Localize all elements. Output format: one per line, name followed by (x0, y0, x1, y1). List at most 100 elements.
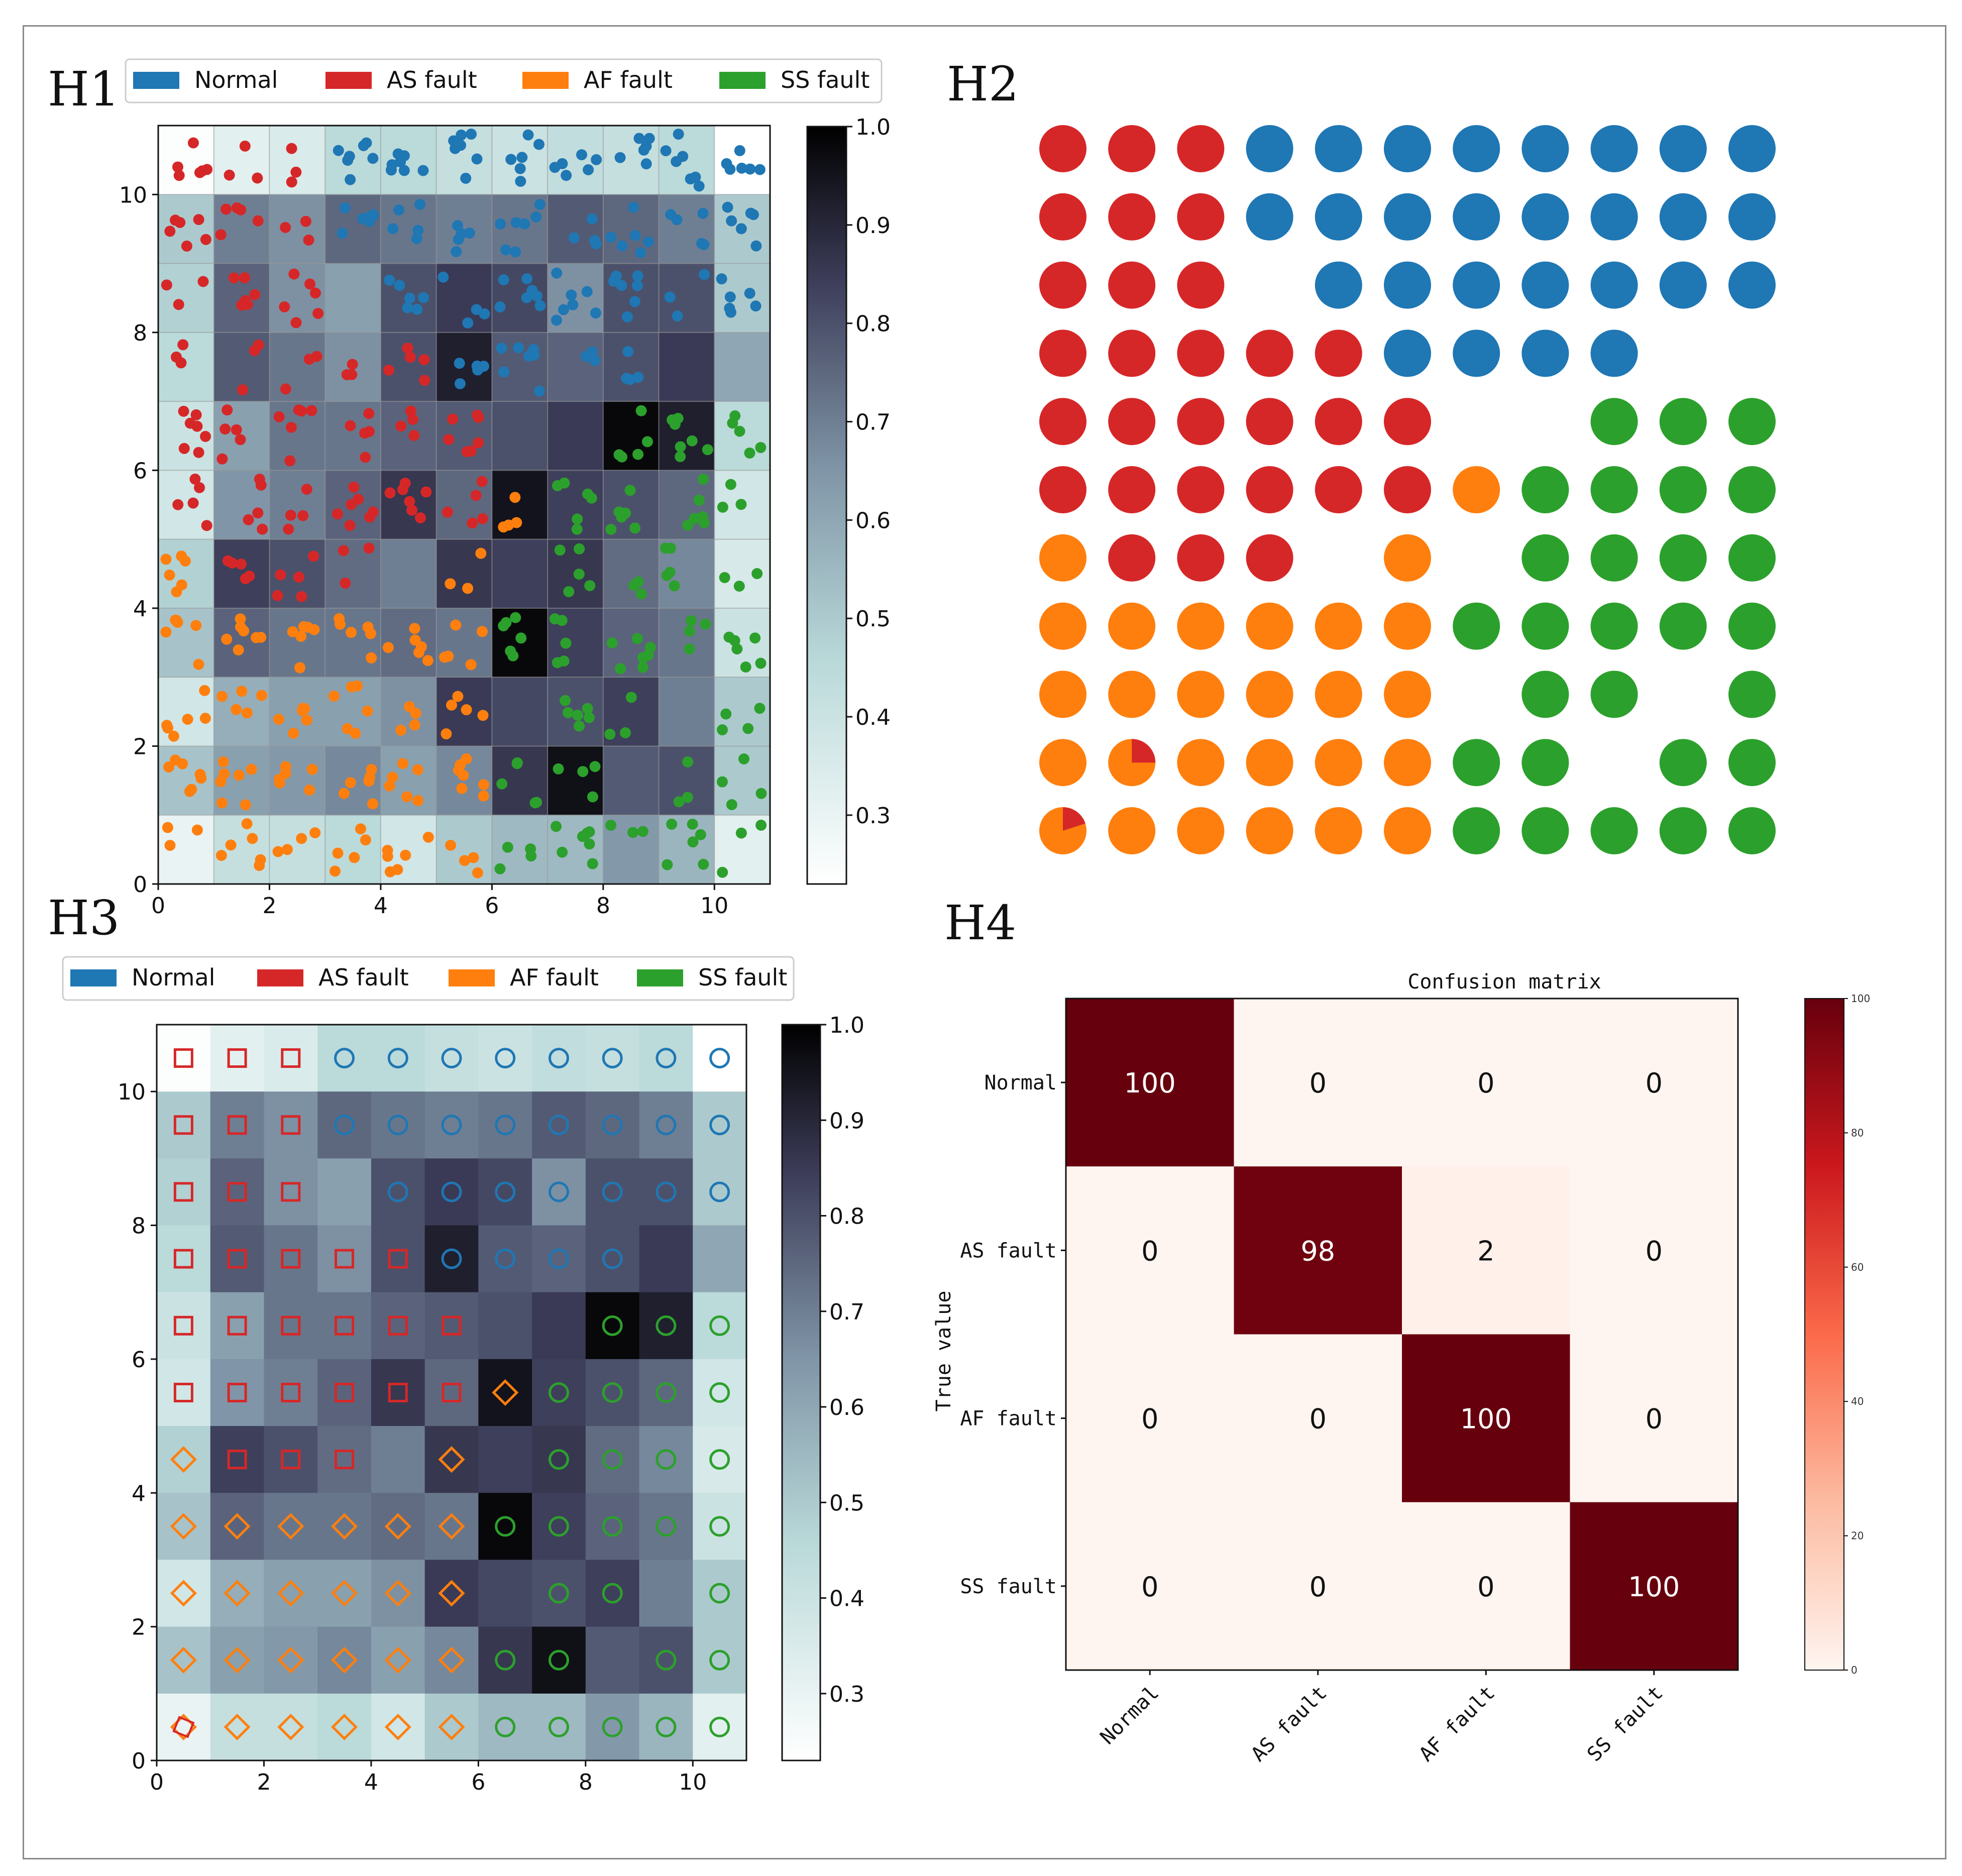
sample-point (698, 269, 710, 280)
sample-point (624, 485, 636, 496)
legend-box (125, 58, 883, 103)
chart-h3: 0 2 4 6 8 10 0 2 4 6 8 10 0.3 0.4 0.5 0.6 0.7 0.8 0.9 1.0 (118, 1013, 864, 1795)
cm-value: 0 (1646, 1235, 1663, 1267)
umatrix-cell (157, 1091, 211, 1159)
sample-point (367, 153, 379, 164)
figure-frame (23, 25, 1946, 1859)
umatrix-cell (603, 539, 660, 609)
class-node-normal (1384, 193, 1431, 241)
sample-point (581, 286, 593, 297)
y-tick-label: 4 (132, 1481, 146, 1506)
sample-point (272, 846, 284, 857)
sample-point (350, 727, 361, 739)
marker-square (388, 1315, 408, 1336)
legend-swatch (522, 72, 569, 89)
marker-square (173, 1182, 193, 1202)
sample-point (734, 145, 745, 156)
sample-point (515, 632, 527, 644)
marker-circle (656, 1115, 677, 1136)
marker-circle (656, 1315, 677, 1336)
marker-circle (709, 1181, 730, 1202)
sample-point (194, 768, 206, 780)
sample-point (221, 203, 232, 215)
sample-point (348, 481, 360, 493)
sample-point (664, 291, 676, 303)
cm-colorbar-tick-label: 0 (1851, 1664, 1858, 1676)
sample-point (450, 619, 462, 631)
cm-value: 0 (1141, 1403, 1158, 1435)
cm-colorbar-tick-label: 20 (1851, 1530, 1864, 1542)
sample-point (467, 517, 478, 529)
class-node-as-fault (1108, 398, 1156, 446)
sample-point (744, 447, 755, 459)
umatrix-cell (264, 1626, 318, 1694)
sample-point (303, 234, 314, 246)
umatrix-cell (158, 608, 214, 678)
panel-label-h1: H1 (48, 62, 120, 117)
sample-point (257, 523, 268, 535)
sample-point (635, 588, 647, 600)
sample-point (235, 434, 246, 446)
marker-diamond (277, 1580, 304, 1607)
class-node-ss-fault (1728, 602, 1776, 650)
umatrix-cell (639, 1626, 693, 1694)
sample-point (605, 523, 617, 535)
umatrix-cell (693, 1225, 747, 1293)
sample-point (496, 778, 508, 790)
sample-point (297, 510, 309, 521)
umatrix-cell (317, 1025, 372, 1092)
sample-point (231, 704, 242, 715)
class-node-ss-fault (1659, 534, 1707, 582)
x-tick-label: 0 (150, 1770, 164, 1795)
umatrix-cell (371, 1359, 425, 1426)
class-node-as-fault (1177, 398, 1225, 446)
class-node-normal (1453, 193, 1500, 241)
umatrix-cell (585, 1626, 640, 1694)
sample-point (616, 240, 628, 252)
sample-point (697, 207, 709, 219)
sample-point (747, 209, 759, 220)
sample-point (419, 375, 430, 386)
class-node-af-fault (1039, 671, 1086, 718)
sample-point (458, 769, 469, 781)
class-node-normal (1659, 193, 1707, 241)
sample-point (717, 866, 728, 878)
cm-value: 0 (1646, 1067, 1663, 1099)
cm-cell (1570, 999, 1738, 1167)
sample-point (736, 162, 747, 174)
sample-point (193, 214, 204, 226)
colorbar-tick-label: 0.4 (829, 1586, 864, 1612)
marker-circle (602, 1516, 623, 1537)
umatrix-cell (585, 1158, 640, 1226)
sample-point (384, 780, 395, 792)
sample-point (402, 302, 413, 313)
sample-point (344, 520, 356, 531)
sample-point (494, 863, 506, 874)
class-node-af-fault (1453, 466, 1500, 513)
y-tick-label: 10 (119, 182, 147, 208)
class-node-ss-fault (1728, 466, 1776, 513)
sample-point (726, 215, 737, 227)
sample-point (755, 819, 767, 831)
marker-square (281, 1048, 301, 1068)
chart-h4: Confusion matrix True value 100 0 0 00 98 2 00… (932, 970, 1870, 1766)
sample-point (669, 418, 681, 430)
sample-point (405, 405, 416, 417)
sample-point (505, 154, 517, 165)
umatrix-cell (639, 1493, 693, 1560)
marker-diamond (438, 1713, 465, 1740)
colorbar (781, 1024, 821, 1761)
sample-point (589, 355, 601, 366)
sample-point (402, 343, 413, 354)
sample-point (735, 499, 747, 510)
sample-point (382, 850, 393, 862)
sample-point (509, 492, 521, 503)
class-node-ss-fault (1453, 602, 1500, 650)
sample-point (464, 227, 475, 239)
marker-diamond (170, 1713, 197, 1740)
sample-point (441, 728, 452, 740)
umatrix-cell (264, 1158, 318, 1226)
class-node-normal (1590, 125, 1638, 172)
sample-point (557, 158, 568, 169)
legend-swatch (719, 72, 766, 89)
